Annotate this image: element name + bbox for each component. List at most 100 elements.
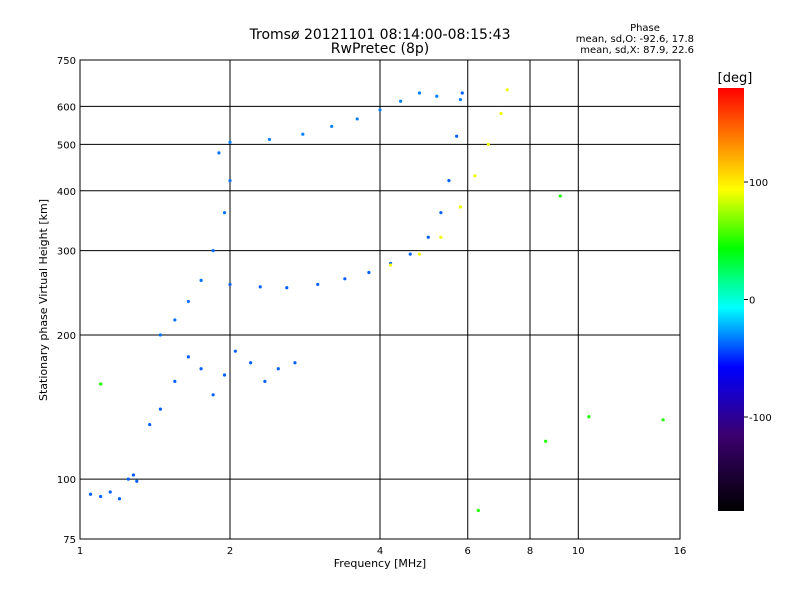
echo-point: [158, 407, 163, 411]
echo-point: [263, 379, 267, 383]
echo-point: [173, 318, 177, 322]
echo-point: [228, 282, 232, 287]
echo-point: [558, 194, 562, 198]
echo-point: [135, 479, 139, 483]
echo-point: [211, 393, 215, 397]
y-tick-label: 600: [57, 102, 76, 113]
echo-point: [316, 282, 320, 287]
axis-ticks: 1 2 4 6 8 10 16 75 100 200 300 400 500 600 750: [57, 56, 686, 557]
colorbar-tick-label: -100: [749, 413, 772, 424]
echo-point: [148, 422, 152, 427]
trace: [88, 473, 139, 501]
echo-point: [439, 211, 443, 215]
echo-point: [301, 132, 305, 136]
grid-lines: [80, 60, 680, 539]
echo-point: [447, 179, 451, 183]
colorbar-label: [deg]: [718, 71, 753, 86]
colorbar-tick-label: 0: [749, 296, 755, 307]
echo-point: [417, 252, 422, 256]
echo-point: [499, 111, 503, 116]
echo-point: [186, 299, 190, 304]
colorbar-ticks: 100 0 -100: [744, 178, 772, 424]
echo-point: [343, 277, 347, 281]
y-tick-label: 75: [63, 535, 76, 546]
echo-point: [426, 235, 430, 239]
trace: [228, 91, 463, 144]
echo-point: [544, 439, 548, 443]
x-axis-label: Frequency [MHz]: [334, 557, 426, 570]
echo-point: [158, 333, 163, 337]
echo-point: [199, 367, 203, 371]
echo-point: [88, 492, 93, 496]
stats-x-mode: mean, sd,X: 87.9, 22.6: [580, 45, 694, 56]
echo-point: [258, 285, 262, 289]
echo-point: [126, 477, 130, 481]
echo-point: [439, 235, 443, 239]
echo-point: [285, 286, 289, 290]
y-tick-label: 200: [57, 331, 76, 342]
echo-point: [276, 367, 280, 371]
x-tick-label: 4: [377, 546, 383, 557]
echo-point: [228, 179, 232, 183]
chart-title: Tromsø 20121101 08:14:00-08:15:43: [249, 27, 511, 43]
echo-point: [211, 249, 215, 253]
y-tick-label: 750: [57, 56, 76, 67]
y-axis-label: Stationary phase Virtual Height [km]: [37, 199, 50, 401]
echo-point: [435, 94, 439, 98]
stats-o-mode: mean, sd,O: -92.6, 17.8: [576, 34, 694, 45]
echo-point: [131, 473, 136, 477]
echo-point: [455, 134, 459, 138]
echo-point: [99, 494, 103, 499]
x-tick-label: 8: [527, 546, 533, 557]
echo-point: [417, 91, 422, 95]
echo-point: [99, 382, 103, 386]
y-tick-label: 500: [57, 140, 76, 151]
x-tick-label: 1: [77, 546, 83, 557]
echo-point: [367, 270, 371, 275]
echo-point: [458, 205, 463, 209]
trace: [388, 88, 509, 267]
x-tick-label: 16: [674, 546, 687, 557]
echo-point: [486, 142, 490, 146]
echo-point: [228, 140, 232, 144]
trace: [148, 349, 297, 427]
echo-point: [233, 349, 237, 353]
x-tick-label: 6: [465, 546, 471, 557]
stats-heading: Phase: [630, 23, 660, 34]
echo-points: [88, 88, 665, 513]
echo-point: [355, 117, 359, 121]
y-tick-label: 100: [57, 475, 76, 486]
y-tick-label: 300: [57, 247, 76, 258]
x-tick-label: 2: [227, 546, 233, 557]
echo-point: [476, 508, 480, 513]
echo-point: [199, 278, 203, 282]
echo-point: [293, 361, 297, 365]
echo-point: [388, 263, 393, 267]
echo-point: [661, 418, 665, 422]
trace: [99, 194, 665, 513]
echo-point: [249, 361, 253, 365]
y-tick-label: 400: [57, 187, 76, 198]
echo-point: [222, 373, 227, 377]
echo-point: [587, 415, 591, 419]
echo-point: [460, 91, 464, 95]
echo-point: [217, 151, 221, 155]
echo-point: [399, 99, 403, 103]
echo-point: [117, 497, 122, 501]
echo-point: [408, 252, 412, 256]
echo-point: [458, 97, 463, 102]
x-tick-label: 10: [572, 546, 585, 557]
echo-point: [267, 137, 272, 142]
trace: [158, 151, 232, 337]
phase-colorbar: [718, 88, 744, 511]
echo-point: [222, 211, 227, 215]
echo-point: [378, 108, 382, 112]
chart-subtitle: RwPretec (8p): [331, 41, 429, 57]
colorbar-tick-label: 100: [749, 178, 768, 189]
echo-point: [173, 379, 177, 383]
echo-point: [473, 174, 477, 178]
echo-point: [330, 124, 334, 129]
echo-point: [186, 355, 190, 359]
echo-point: [108, 490, 112, 494]
